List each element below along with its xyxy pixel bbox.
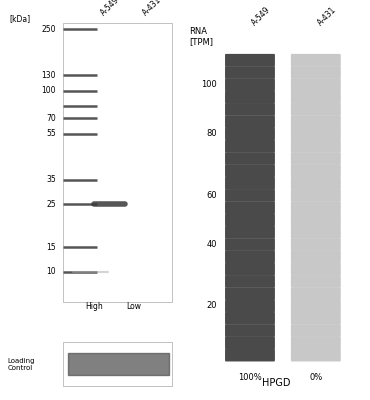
FancyBboxPatch shape (225, 287, 275, 300)
FancyBboxPatch shape (291, 54, 341, 66)
Text: 40: 40 (206, 240, 217, 249)
Text: 25: 25 (46, 200, 56, 209)
FancyBboxPatch shape (225, 128, 275, 140)
FancyBboxPatch shape (291, 201, 341, 214)
FancyBboxPatch shape (225, 66, 275, 79)
FancyBboxPatch shape (225, 201, 275, 214)
FancyBboxPatch shape (291, 164, 341, 177)
FancyBboxPatch shape (63, 342, 172, 386)
FancyBboxPatch shape (225, 103, 275, 116)
FancyBboxPatch shape (291, 152, 341, 165)
FancyBboxPatch shape (225, 152, 275, 165)
FancyBboxPatch shape (291, 250, 341, 263)
FancyBboxPatch shape (225, 226, 275, 238)
FancyBboxPatch shape (225, 324, 275, 337)
FancyBboxPatch shape (291, 115, 341, 128)
FancyBboxPatch shape (291, 226, 341, 238)
FancyBboxPatch shape (225, 140, 275, 152)
FancyBboxPatch shape (291, 312, 341, 325)
Text: 250: 250 (41, 25, 56, 34)
FancyBboxPatch shape (291, 287, 341, 300)
FancyBboxPatch shape (225, 115, 275, 128)
FancyBboxPatch shape (291, 103, 341, 116)
FancyBboxPatch shape (225, 349, 275, 362)
FancyBboxPatch shape (225, 238, 275, 251)
FancyBboxPatch shape (225, 91, 275, 104)
FancyBboxPatch shape (225, 312, 275, 325)
Text: 100%: 100% (238, 373, 262, 382)
Text: Low: Low (127, 302, 141, 312)
Text: 80: 80 (206, 130, 217, 138)
FancyBboxPatch shape (225, 78, 275, 91)
Text: Loading
Control: Loading Control (7, 358, 35, 371)
FancyBboxPatch shape (225, 263, 275, 276)
Text: A-431: A-431 (141, 0, 163, 17)
FancyBboxPatch shape (225, 250, 275, 263)
FancyBboxPatch shape (291, 91, 341, 104)
FancyBboxPatch shape (225, 300, 275, 312)
Text: [kDa]: [kDa] (9, 14, 30, 23)
FancyBboxPatch shape (225, 275, 275, 288)
Text: 35: 35 (46, 175, 56, 184)
FancyBboxPatch shape (225, 189, 275, 202)
FancyBboxPatch shape (291, 336, 341, 349)
Text: High: High (85, 302, 103, 312)
Text: HPGD: HPGD (262, 378, 290, 388)
FancyBboxPatch shape (291, 349, 341, 362)
FancyBboxPatch shape (291, 128, 341, 140)
Text: A-549: A-549 (99, 0, 121, 17)
Text: 100: 100 (41, 86, 56, 95)
FancyBboxPatch shape (291, 300, 341, 312)
FancyBboxPatch shape (291, 263, 341, 276)
Text: 15: 15 (46, 242, 56, 252)
FancyBboxPatch shape (291, 275, 341, 288)
Text: A-431: A-431 (316, 5, 338, 27)
Text: A-549: A-549 (250, 5, 272, 27)
FancyBboxPatch shape (291, 177, 341, 190)
FancyBboxPatch shape (291, 66, 341, 79)
FancyBboxPatch shape (225, 54, 275, 66)
FancyBboxPatch shape (63, 23, 172, 302)
Text: 100: 100 (201, 80, 217, 89)
FancyBboxPatch shape (225, 214, 275, 226)
FancyBboxPatch shape (291, 324, 341, 337)
Text: 10: 10 (46, 267, 56, 276)
Text: 20: 20 (206, 302, 217, 310)
FancyBboxPatch shape (225, 336, 275, 349)
FancyBboxPatch shape (291, 214, 341, 226)
Text: 55: 55 (46, 129, 56, 138)
Text: 70: 70 (46, 114, 56, 123)
FancyBboxPatch shape (291, 189, 341, 202)
Text: 0%: 0% (309, 373, 322, 382)
Text: 130: 130 (41, 71, 56, 80)
FancyBboxPatch shape (225, 177, 275, 190)
FancyBboxPatch shape (291, 238, 341, 251)
FancyBboxPatch shape (291, 140, 341, 152)
FancyBboxPatch shape (291, 78, 341, 91)
Text: RNA
[TPM]: RNA [TPM] (189, 27, 213, 47)
FancyBboxPatch shape (225, 164, 275, 177)
Text: 60: 60 (206, 191, 217, 200)
